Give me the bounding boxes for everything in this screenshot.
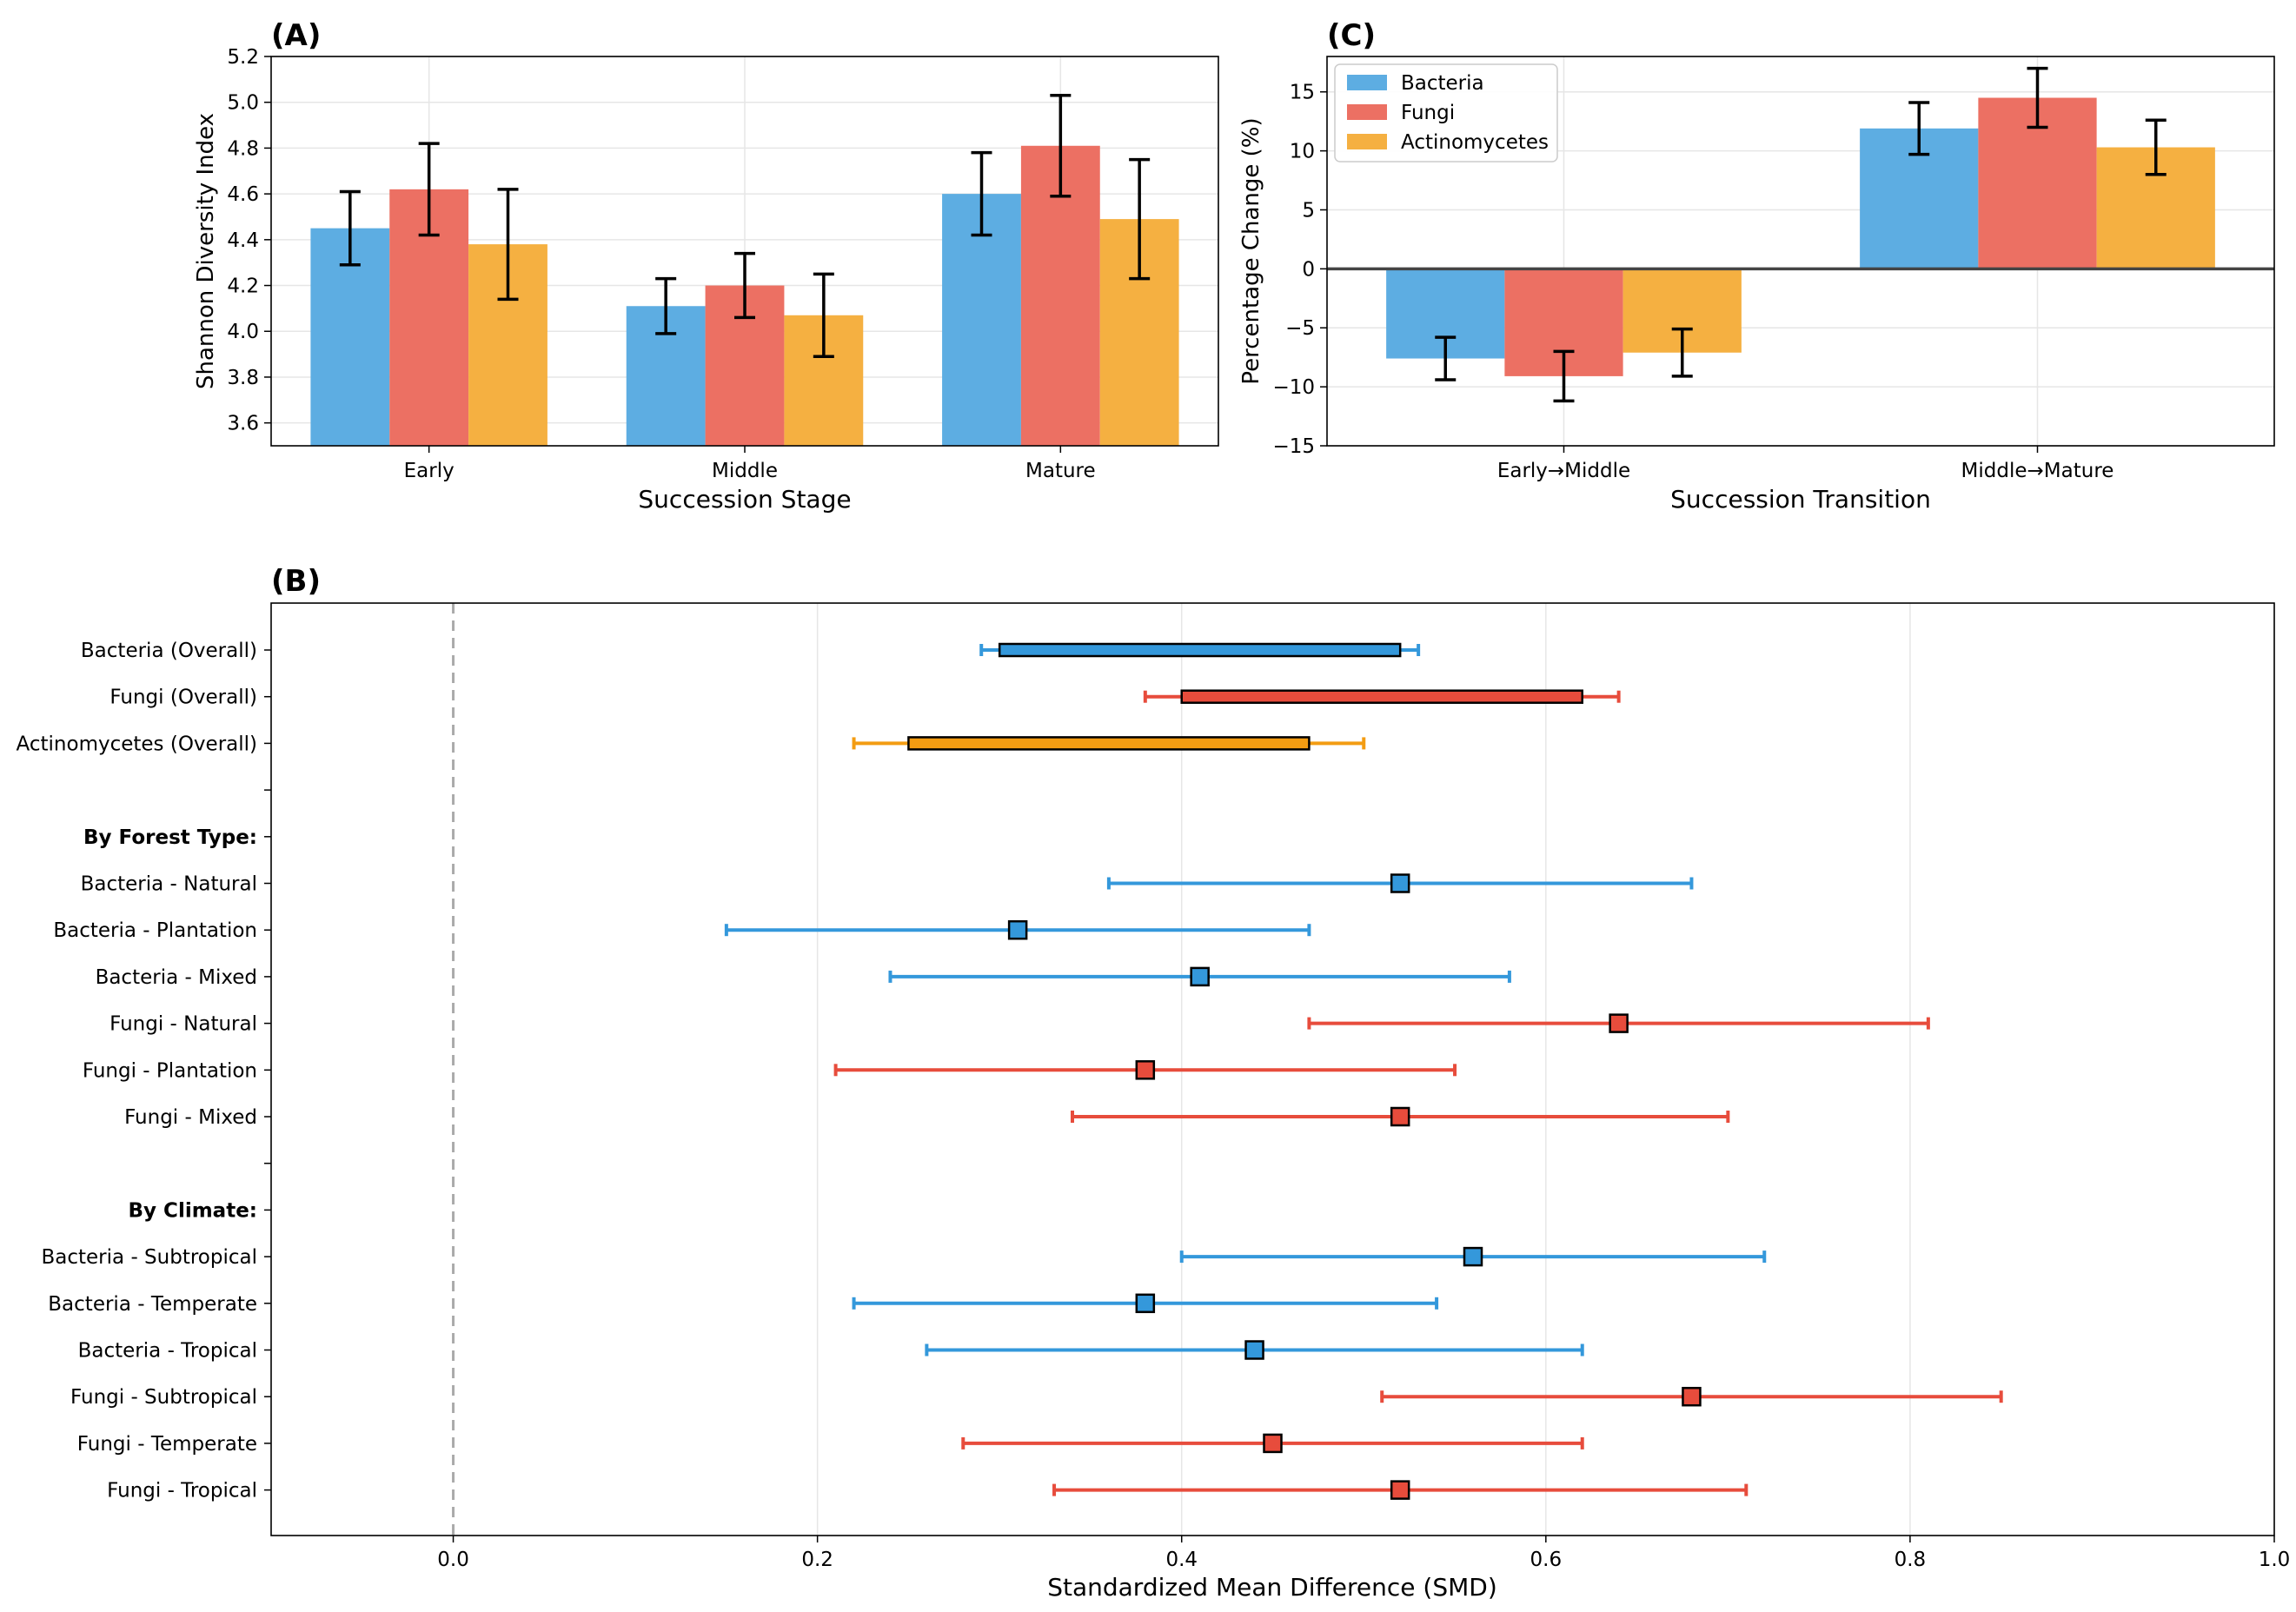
panel-c-error-bars <box>1435 66 2167 403</box>
panel-b-marks <box>724 642 2003 1500</box>
panel-a-y-ticks: 3.6 3.8 4.0 4.2 4.4 4.6 4.8 5.0 5.2 <box>227 46 271 435</box>
A-y-tick-label: 3.6 <box>227 413 259 435</box>
C-y-tick-label: −10 <box>1272 376 1315 399</box>
C-y-tick-label: 10 <box>1290 141 1315 163</box>
panel-b-x-ticks: 0.0 0.2 0.4 0.6 0.8 1.0 <box>437 1536 2290 1571</box>
panel-a: 3.6 3.8 4.0 4.2 4.4 4.6 4.8 5.0 5.2 Early Middle M… <box>193 18 1219 514</box>
B-x-tick-label: 0.0 <box>437 1549 469 1571</box>
B-row-label-bacteria-temperate: Bacteria - Temperate <box>48 1293 257 1316</box>
A-y-tick-label: 4.6 <box>227 183 259 206</box>
A-x-tick-label-middle: Middle <box>712 460 778 482</box>
A-x-tick-label-mature: Mature <box>1025 460 1096 482</box>
B-estimate-marker-bacteria-natural <box>1390 873 1410 893</box>
B-row-label-fungi-mixed: Fungi - Mixed <box>124 1106 257 1129</box>
B-row-label-actinomycetes-overall: Actinomycetes (Overall) <box>17 733 257 755</box>
panel-b-x-axis-label: Standardized Mean Difference (SMD) <box>1047 1573 1497 1602</box>
B-estimate-marker-bacteria-temperate <box>1135 1293 1156 1314</box>
C-x-tick-label-middle-mature: Middle→Mature <box>1961 460 2114 482</box>
panel-c-y-axis-label: Percentage Change (%) <box>1238 117 1264 384</box>
C-y-tick-label: 5 <box>1302 199 1315 222</box>
B-row-label-bacteria-mixed: Bacteria - Mixed <box>96 966 257 989</box>
panel-a-y-axis-label: Shannon Diversity Index <box>193 113 219 389</box>
B-estimate-marker-bacteria-subtropical <box>1463 1246 1483 1267</box>
panel-c: −15 −10 −5 0 5 10 15 Early→Middle Middle→Mature… <box>1238 18 2275 514</box>
B-row-label-fungi-subtropical: Fungi - Subtropical <box>70 1386 257 1409</box>
panel-a-x-axis-label: Succession Stage <box>638 485 851 514</box>
B-row-label-fungi-overall: Fungi (Overall) <box>109 687 257 709</box>
panel-b-y-ticks: Bacteria (Overall) Fungi (Overall) Actinom… <box>17 640 271 1503</box>
C-y-tick-label: −15 <box>1272 435 1315 458</box>
legend-frame <box>1334 63 1558 163</box>
A-y-tick-label: 3.8 <box>227 367 259 389</box>
panel-c-y-ticks: −15 −10 −5 0 5 10 15 <box>1272 82 1327 458</box>
panel-a-bars <box>310 145 1179 447</box>
B-row-label-bacteria-subtropical: Bacteria - Subtropical <box>42 1246 258 1269</box>
B-x-tick-label: 0.6 <box>1530 1549 1563 1571</box>
B-estimate-box-fungi-overall <box>1180 689 1583 704</box>
B-x-tick-label: 0.2 <box>801 1549 833 1571</box>
panel-c-legend: Bacteria Fungi Actinomycetes <box>1334 63 1558 163</box>
A-y-tick-label: 4.8 <box>227 137 259 160</box>
panel-b-title: (B) <box>271 564 321 599</box>
A-y-tick-label: 4.0 <box>227 321 259 343</box>
B-estimate-marker-fungi-temperate <box>1263 1433 1283 1454</box>
panel-c-x-ticks: Early→Middle Middle→Mature <box>1497 446 2114 482</box>
B-estimate-marker-bacteria-mixed <box>1190 966 1210 987</box>
A-y-tick-label: 5.0 <box>227 92 259 115</box>
panel-a-x-ticks: Early Middle Mature <box>404 446 1096 482</box>
panel-a-title: (A) <box>271 18 321 53</box>
B-row-label-bacteria-natural: Bacteria - Natural <box>81 873 257 896</box>
B-x-tick-label: 1.0 <box>2259 1549 2291 1571</box>
A-y-tick-label: 4.4 <box>227 229 259 252</box>
B-row-label-by-climate: By Climate: <box>129 1199 257 1222</box>
B-estimate-marker-fungi-subtropical <box>1682 1386 1702 1407</box>
B-estimate-marker-fungi-plantation <box>1135 1060 1156 1080</box>
B-estimate-marker-bacteria-tropical <box>1244 1340 1264 1360</box>
legend-label-bacteria: Bacteria <box>1401 72 1484 95</box>
B-estimate-box-bacteria-overall <box>998 642 1402 658</box>
panel-c-title: (C) <box>1327 18 1376 53</box>
C-y-tick-label: −5 <box>1285 317 1315 340</box>
B-estimate-marker-fungi-mixed <box>1390 1106 1410 1127</box>
B-estimate-marker-fungi-natural <box>1609 1013 1629 1033</box>
panel-b: Bacteria (Overall) Fungi (Overall) Actinom… <box>17 564 2291 1602</box>
A-y-tick-label: 5.2 <box>227 46 259 69</box>
C-y-tick-label: 0 <box>1302 258 1315 281</box>
legend-label-fungi: Fungi <box>1401 102 1455 124</box>
legend-swatch-fungi <box>1347 104 1387 120</box>
B-x-tick-label: 0.4 <box>1165 1549 1198 1571</box>
legend-swatch-bacteria <box>1347 75 1387 90</box>
B-row-label-by-forest-type: By Forest Type: <box>83 826 257 849</box>
B-x-tick-label: 0.8 <box>1895 1549 1927 1571</box>
B-row-label-fungi-temperate: Fungi - Temperate <box>77 1433 257 1456</box>
B-row-label-bacteria-tropical: Bacteria - Tropical <box>78 1340 257 1363</box>
B-row-label-bacteria-overall: Bacteria (Overall) <box>81 640 257 662</box>
C-y-tick-label: 15 <box>1290 82 1315 104</box>
B-row-label-fungi-plantation: Fungi - Plantation <box>83 1059 257 1082</box>
B-estimate-box-actinomycetes-overall <box>907 736 1311 751</box>
B-row-label-fungi-natural: Fungi - Natural <box>109 1013 257 1036</box>
A-y-tick-label: 4.2 <box>227 275 259 298</box>
legend-label-actinomycetes: Actinomycetes <box>1401 131 1549 154</box>
B-estimate-marker-fungi-tropical <box>1390 1480 1410 1500</box>
A-x-tick-label-early: Early <box>404 460 455 482</box>
panel-c-frame <box>1326 56 2275 447</box>
legend-swatch-actinomycetes <box>1347 134 1387 149</box>
panel-a-error-bars <box>339 94 1151 358</box>
C-x-tick-label-early-middle: Early→Middle <box>1497 460 1630 482</box>
panel-b-frame <box>270 602 2275 1536</box>
B-estimate-marker-bacteria-plantation <box>1007 919 1028 940</box>
B-row-label-bacteria-plantation: Bacteria - Plantation <box>53 919 257 942</box>
panel-c-x-axis-label: Succession Transition <box>1670 485 1931 514</box>
B-row-label-fungi-tropical: Fungi - Tropical <box>107 1480 257 1503</box>
